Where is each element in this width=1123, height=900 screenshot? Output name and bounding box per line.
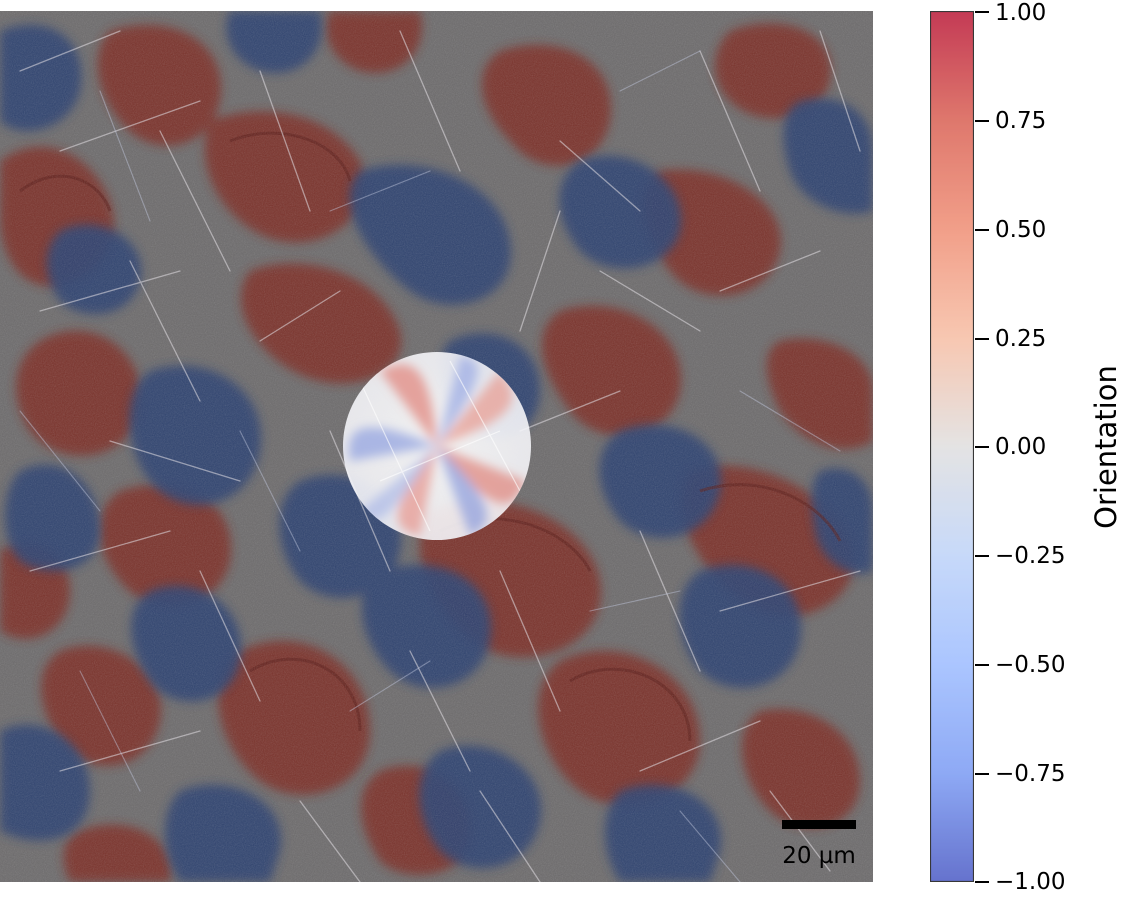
- colorbar-gradient: [930, 11, 974, 882]
- colorbar-tick-label: 0.25: [995, 326, 1047, 352]
- colorbar-tick: [975, 881, 989, 883]
- colorbar-tick: [975, 664, 989, 666]
- colorbar-tick-label: −1.00: [995, 869, 1066, 895]
- colorbar-tick-label: −0.75: [995, 761, 1066, 787]
- colorbar-tick-label: 1.00: [995, 0, 1047, 26]
- colorbar-tick: [975, 229, 989, 231]
- colorbar-tick-label: 0.00: [995, 434, 1047, 460]
- center-highlight-circle: [343, 352, 531, 540]
- colorbar-tick-label: 0.50: [995, 217, 1047, 243]
- colorbar-tick: [975, 11, 989, 13]
- colorbar-tick: [975, 773, 989, 775]
- colorbar-tick: [975, 338, 989, 340]
- colorbar-tick: [975, 446, 989, 448]
- colorbar-tick-label: 0.75: [995, 108, 1047, 134]
- colorbar-tick: [975, 120, 989, 122]
- colorbar-label: Orientation: [1089, 365, 1123, 529]
- colorbar-tick-label: −0.25: [995, 543, 1066, 569]
- scale-bar: [782, 820, 856, 829]
- scale-bar-label: 20 µm: [782, 843, 856, 869]
- colorbar-tick-label: −0.50: [995, 652, 1066, 678]
- orientation-map-image: [0, 11, 873, 882]
- colorbar-tick: [975, 555, 989, 557]
